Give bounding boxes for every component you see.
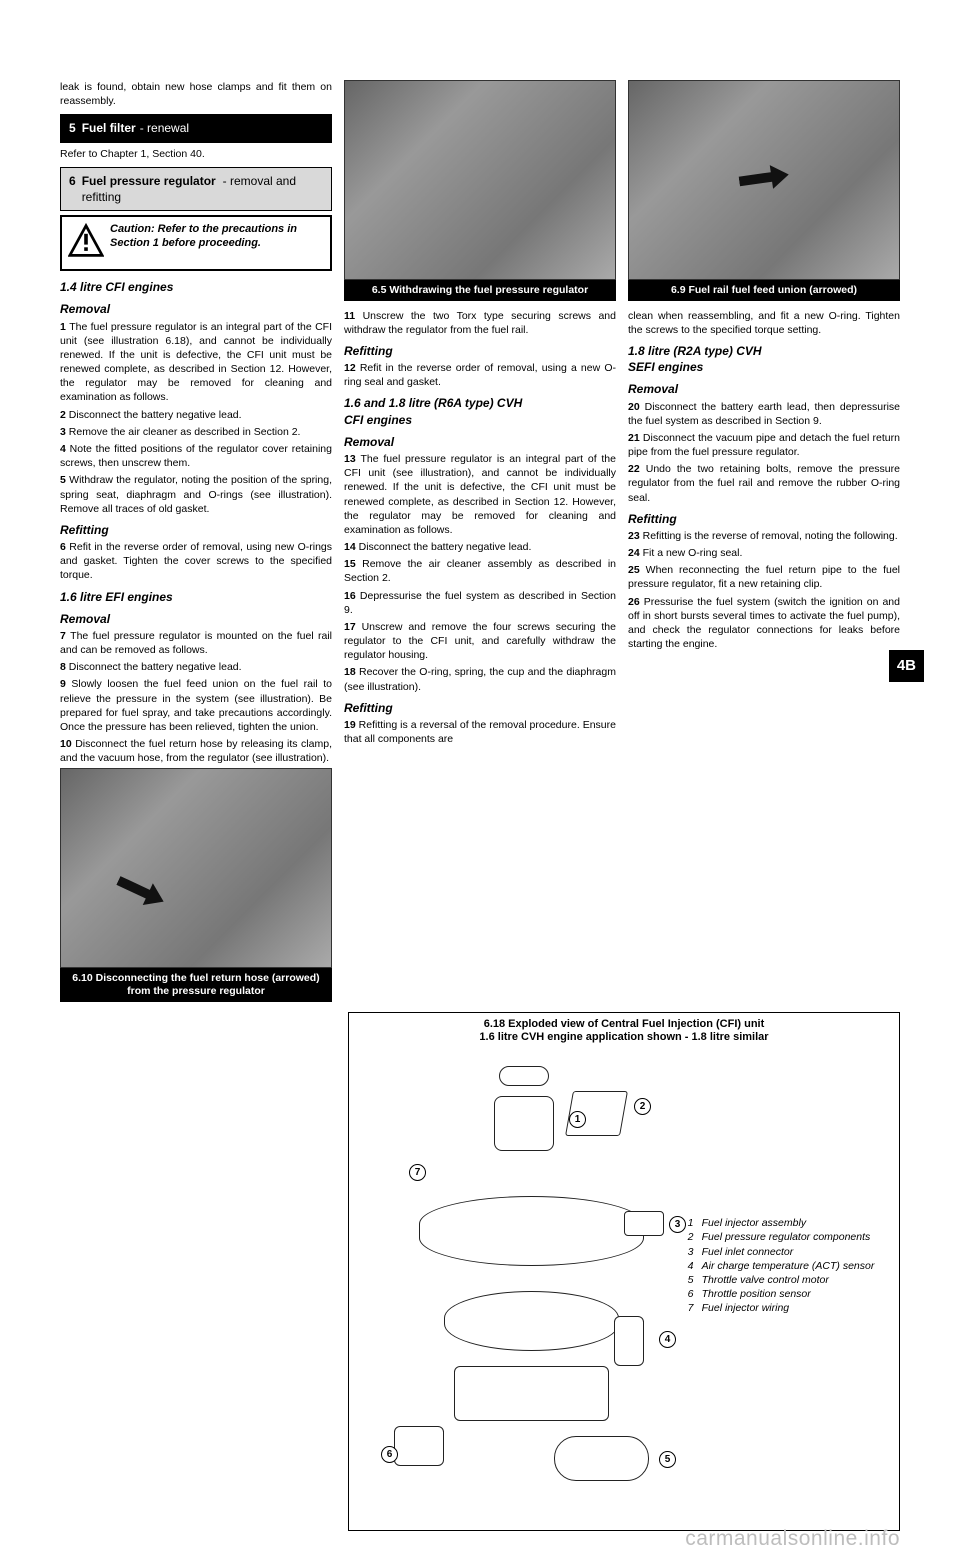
step: 4 Note the fitted positions of the regul… [60,442,332,470]
subhead: Removal [60,611,332,627]
step: 12 Refit in the reverse order of removal… [344,361,616,389]
step: 2 Disconnect the battery negative lead. [60,408,332,422]
subhead: 1.6 and 1.8 litre (R6A type) CVHCFI engi… [344,395,616,427]
step: 17 Unscrew and remove the four screws se… [344,620,616,663]
step: 22 Undo the two retaining bolts, remove … [628,462,900,505]
step: 7 The fuel pressure regulator is mounted… [60,629,332,657]
figure-caption: 6.5 Withdrawing the fuel pressure regula… [344,280,616,301]
step: 23 Refitting is the reverse of removal, … [628,529,900,543]
step: 26 Pressurise the fuel system (switch th… [628,595,900,652]
step: 8 Disconnect the battery negative lead. [60,660,332,674]
step: 3 Remove the air cleaner as described in… [60,425,332,439]
step: 11 Unscrew the two Torx type securing sc… [344,309,616,337]
figure-caption: 6.10 Disconnecting the fuel return hose … [60,968,332,1001]
step: 13 The fuel pressure regulator is an int… [344,452,616,537]
section-6-header: 6 Fuel pressure regulator - removal and … [60,167,332,211]
pre-text: leak is found, obtain new hose clamps an… [60,80,332,108]
step: 5 Withdraw the regulator, noting the pos… [60,473,332,516]
diagram-legend: 1Fuel injector assembly 2Fuel pressure r… [688,1056,889,1516]
page-section-tab: 4B [889,650,924,682]
step: 21 Disconnect the vacuum pipe and detach… [628,431,900,459]
exploded-view-drawing: 1 2 3 4 5 6 7 [359,1056,680,1516]
subhead: Removal [60,301,332,317]
figure-6-9-photo [628,80,900,280]
section-5-header: 5 Fuel filter - renewal [60,114,332,142]
subhead: 1.6 litre EFI engines [60,589,332,605]
step: 6 Refit in the reverse order of removal,… [60,540,332,583]
subhead: 1.4 litre CFI engines [60,279,332,295]
section-title: Fuel pressure regulator [82,174,216,188]
step: 10 Disconnect the fuel return hose by re… [60,737,332,765]
step: 20 Disconnect the battery earth lead, th… [628,400,900,428]
subhead: Removal [628,381,900,397]
column-1: leak is found, obtain new hose clamps an… [60,80,332,1002]
subhead: Refitting [344,343,616,359]
column-2: 6.5 Withdrawing the fuel pressure regula… [344,80,616,1002]
subhead: Refitting [628,511,900,527]
step: 14 Disconnect the battery negative lead. [344,540,616,554]
step: 1 The fuel pressure regulator is an inte… [60,320,332,405]
step: 25 When reconnecting the fuel return pip… [628,563,900,591]
column-3: 6.9 Fuel rail fuel feed union (arrowed) … [628,80,900,1002]
subhead: Refitting [60,522,332,538]
figure-6-10-photo [60,768,332,968]
section-num: 6 [69,173,76,189]
figure-caption: 6.9 Fuel rail fuel feed union (arrowed) [628,280,900,301]
section-num: 5 [69,120,76,136]
figure-6-5-photo [344,80,616,280]
step: 15 Remove the air cleaner assembly as de… [344,557,616,585]
caution-box: Caution: Refer to the precautions in Sec… [60,215,332,271]
section-5-text: Refer to Chapter 1, Section 40. [60,147,332,161]
step: 9 Slowly loosen the fuel feed union on t… [60,677,332,734]
warning-icon [68,223,104,263]
step: 18 Recover the O-ring, spring, the cup a… [344,665,616,693]
step: 16 Depressurise the fuel system as descr… [344,589,616,617]
step: 24 Fit a new O-ring seal. [628,546,900,560]
subhead: Removal [344,434,616,450]
subhead: Refitting [344,700,616,716]
figure-6-18-diagram: 6.18 Exploded view of Central Fuel Injec… [348,1012,900,1532]
continuation-text: clean when reassembling, and fit a new O… [628,309,900,337]
section-title: Fuel filter [82,120,136,136]
watermark: carmanualsonline.info [685,1525,900,1553]
section-sub: - renewal [140,120,189,136]
caution-text: Caution: Refer to the precautions in Sec… [110,223,324,251]
diagram-title: 6.18 Exploded view of Central Fuel Injec… [349,1013,899,1049]
step: 19 Refitting is a reversal of the remova… [344,718,616,746]
subhead: 1.8 litre (R2A type) CVHSEFI engines [628,343,900,375]
